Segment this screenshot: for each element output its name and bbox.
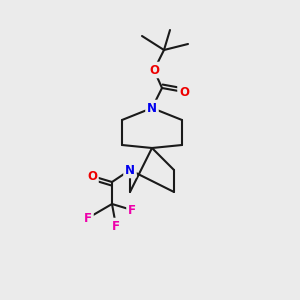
Text: N: N <box>147 101 157 115</box>
Text: O: O <box>179 85 189 98</box>
Text: F: F <box>84 212 92 224</box>
Text: F: F <box>128 203 136 217</box>
Text: N: N <box>125 164 135 176</box>
Text: O: O <box>87 169 97 182</box>
Text: F: F <box>112 220 120 232</box>
Text: O: O <box>149 64 159 76</box>
